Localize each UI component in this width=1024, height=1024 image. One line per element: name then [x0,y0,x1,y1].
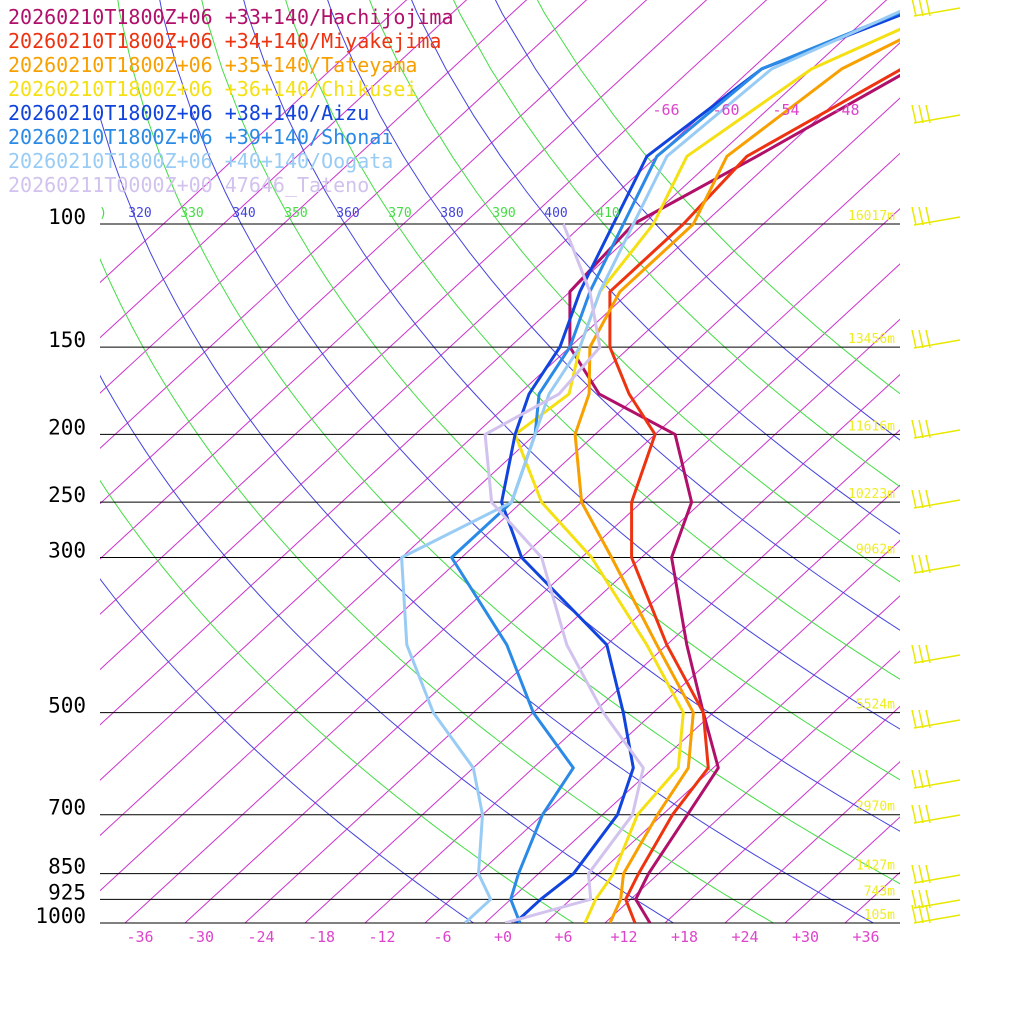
series-line [500,13,900,923]
temperature-tick-label: +36 [852,928,879,946]
theta-label: 350 [284,206,307,221]
pressure-tick-label: 850 [48,855,86,879]
wind-barbs [911,0,961,924]
temperature-tick-label: +18 [671,928,698,946]
legend-entry: 20260210T1800Z+06 +39+140/Shonai [8,125,393,149]
isotherm-line [100,0,528,394]
height-label: 10223m [848,487,895,502]
isotherm-line [965,0,1024,923]
isotherm-line [100,0,468,339]
isotherm-label: -54 [772,101,799,119]
temperature-tick-label: -36 [126,928,153,946]
temperature-tick-label: +30 [792,928,819,946]
wind-barb [911,709,961,729]
isotherm-line [100,0,408,284]
isotherm-line [664,705,900,923]
wind-barb [911,0,961,17]
theta-label: 370 [388,206,411,221]
height-label: 5524m [856,698,895,713]
dry-adiabat-line [536,0,900,395]
legend: 20260210T1800Z+06 +33+140/Hachijojima202… [8,5,454,197]
pressure-tick-label: 100 [48,205,86,229]
pressure-tick-label: 150 [48,328,86,352]
height-label: 9062m [856,543,895,558]
wind-barb [911,769,961,789]
legend-entry: 20260211T0000Z+00 47646_Tateno [8,173,369,197]
height-label: 743m [864,884,895,899]
theta-label: 340 [232,206,255,221]
isotherm-label: -48 [832,101,859,119]
sounding-series [400,9,900,923]
height-label: 13456m [848,332,895,347]
isotherm-line [724,761,900,923]
series-line [573,38,900,923]
theta-label: 380 [440,206,463,221]
theta-label-partial: ) [99,206,107,221]
isotherm-line [544,595,900,923]
series-line [483,223,645,923]
wind-barb [911,419,961,439]
theta-label: 360 [336,206,359,221]
legend-entry: 20260210T1800Z+06 +36+140/Chikusei [8,77,417,101]
pressure-tick-label: 700 [48,796,86,820]
theta-label: 400 [544,206,567,221]
wind-barb [911,864,961,884]
temperature-tick-label: +6 [554,928,572,946]
wind-barb [911,489,961,509]
chart-labels: 100 16017m 150 13456m 200 11616m 250 10223m 300 9… [35,101,895,946]
wind-barb [911,104,961,124]
series-line [513,27,900,923]
wind-barb [911,904,961,924]
legend-entry: 20260210T1800Z+06 +33+140/Hachijojima [8,5,454,29]
height-label: 11616m [848,419,895,434]
pressure-tick-label: 200 [48,415,86,439]
temperature-tick-label: -18 [308,928,335,946]
wind-barb [911,644,961,664]
isotherm-line [484,539,900,923]
temperature-tick-label: +24 [731,928,758,946]
isotherm-label: -60 [712,101,739,119]
temperature-tick-label: +0 [494,928,512,946]
temperature-tick-label: -24 [247,928,274,946]
height-label: 16017m [848,209,895,224]
legend-entry: 20260210T1800Z+06 +34+140/Miyakejima [8,29,441,53]
wind-barb [911,804,961,824]
series-line [400,9,900,923]
dry-adiabat-line [100,479,574,923]
series-line [568,73,900,923]
theta-label: 320 [128,206,151,221]
pressure-tick-label: 250 [48,483,86,507]
wind-barb [911,889,961,909]
isotherm-label: -66 [652,101,679,119]
pressure-tick-label: 300 [48,539,86,563]
legend-entry: 20260210T1800Z+06 +40+140/Oogata [8,149,393,173]
theta-label: 410 [596,206,619,221]
isotherm-line [424,484,900,923]
temperature-tick-label: -12 [368,928,395,946]
height-label: 1427m [856,859,895,874]
dry-adiabat-line [100,578,474,923]
legend-entry: 20260210T1800Z+06 +35+140/Tateyama [8,53,417,77]
temperature-tick-label: +12 [610,928,637,946]
pressure-tick-label: 500 [48,694,86,718]
height-label: 105m [864,908,895,923]
pressure-tick-label: 1000 [35,904,86,928]
temperature-tick-label: -30 [187,928,214,946]
pressure-gridlines [100,223,900,924]
legend-entry: 20260210T1800Z+06 +38+140/Aizu [8,101,369,125]
wind-barb [911,554,961,574]
theta-label: 330 [180,206,203,221]
height-label: 2970m [856,800,895,815]
wind-barb [911,329,961,349]
wind-barb [911,206,961,226]
theta-label: 390 [492,206,515,221]
temperature-tick-label: -6 [433,928,451,946]
dry-adiabat-line [327,0,900,631]
pressure-tick-label: 925 [48,880,86,904]
